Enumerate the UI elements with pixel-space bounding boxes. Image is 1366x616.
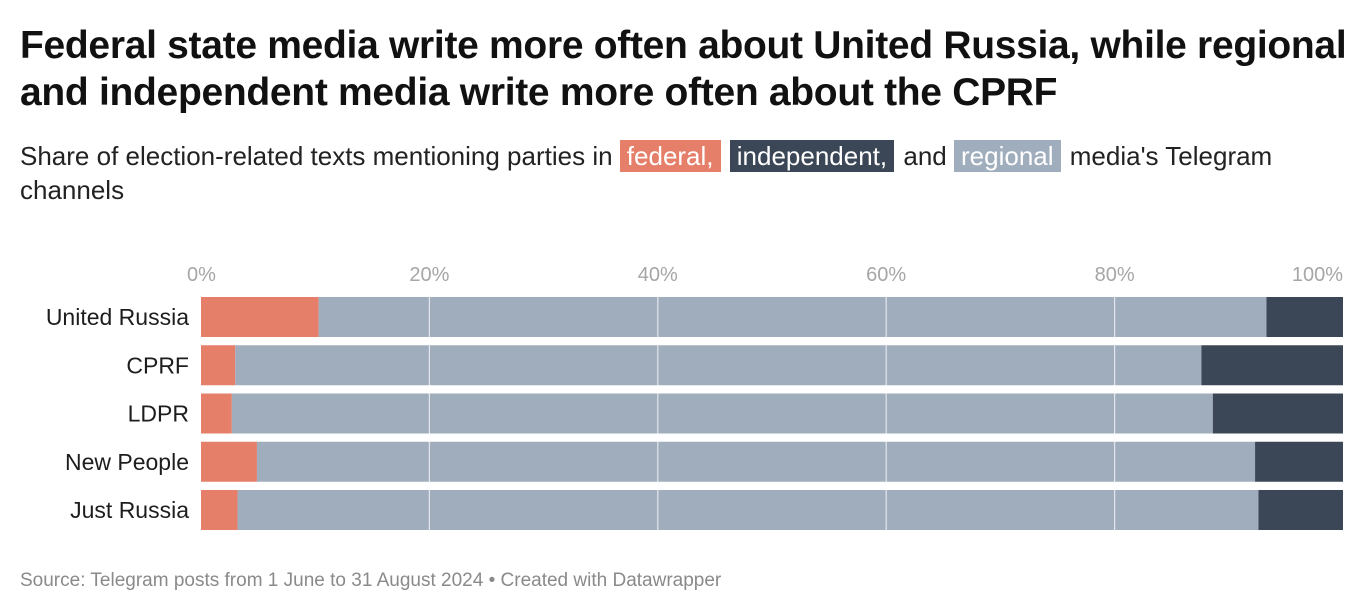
x-tick-label: 40%	[638, 264, 678, 286]
bar-federal	[201, 297, 319, 337]
stacked-bar-chart: 0% 20% 40% 60% 80% 100% United Russia CPRF LDPR N…	[46, 264, 1343, 530]
x-tick-label: 20%	[409, 264, 449, 286]
legend-federal: federal,	[619, 140, 721, 172]
bar-federal	[201, 441, 257, 482]
chart-title: Federal state media write more often abo…	[20, 24, 1347, 114]
legend-independent: independent,	[729, 140, 895, 172]
subtitle-prefix: Share of election-related texts mentioni…	[20, 141, 613, 171]
category-label: LDPR	[128, 401, 189, 427]
bar-independent	[1255, 441, 1343, 482]
bar-regional	[231, 393, 1213, 434]
bar-federal	[201, 345, 236, 386]
bar-independent	[1201, 345, 1343, 386]
bar-regional	[237, 490, 1259, 530]
source-footer: Source: Telegram posts from 1 June to 31…	[20, 570, 722, 591]
category-label: New People	[65, 449, 189, 475]
bar-regional	[256, 441, 1256, 482]
x-tick-label: 60%	[866, 264, 906, 286]
bar-federal	[201, 393, 232, 434]
category-label: United Russia	[46, 304, 189, 330]
subtitle-suffix: media's Telegram channels	[20, 141, 1273, 205]
bar-regional	[235, 345, 1202, 386]
bar-independent	[1212, 393, 1343, 434]
bar-federal	[201, 490, 238, 530]
x-tick-label: 0%	[187, 264, 216, 286]
chart-subtitle: Share of election-related texts mentioni…	[20, 139, 1350, 207]
category-label: Just Russia	[70, 497, 189, 523]
category-label: CPRF	[126, 352, 189, 378]
x-tick-label: 80%	[1095, 264, 1135, 286]
bar-independent	[1258, 490, 1343, 530]
bar-independent	[1266, 297, 1343, 337]
subtitle-and: and	[903, 141, 947, 171]
bar-regional	[318, 297, 1267, 337]
legend-regional: regional	[954, 140, 1061, 172]
x-tick-label: 100%	[1292, 264, 1343, 286]
